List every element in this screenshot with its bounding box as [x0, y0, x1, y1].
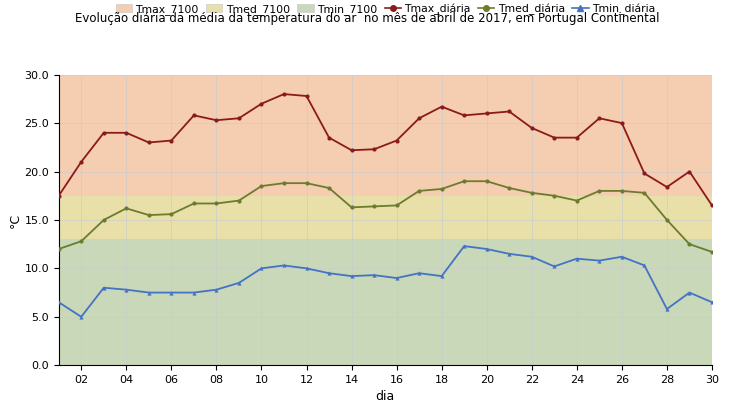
Bar [59, 196, 712, 239]
Legend: Tmax_7100, Tmed_7100, Tmin_7100, Tmax_diária, Tmed_diária, Tmin_diária: Tmax_7100, Tmed_7100, Tmin_7100, Tmax_di… [112, 0, 659, 19]
Bar [59, 75, 712, 196]
Text: Evolução diária da média da temperatura do ar  no mês de abril de 2017, em Portu: Evolução diária da média da temperatura … [75, 12, 659, 25]
X-axis label: dia: dia [376, 391, 395, 403]
Y-axis label: °C: °C [9, 212, 21, 227]
Bar [59, 239, 712, 365]
